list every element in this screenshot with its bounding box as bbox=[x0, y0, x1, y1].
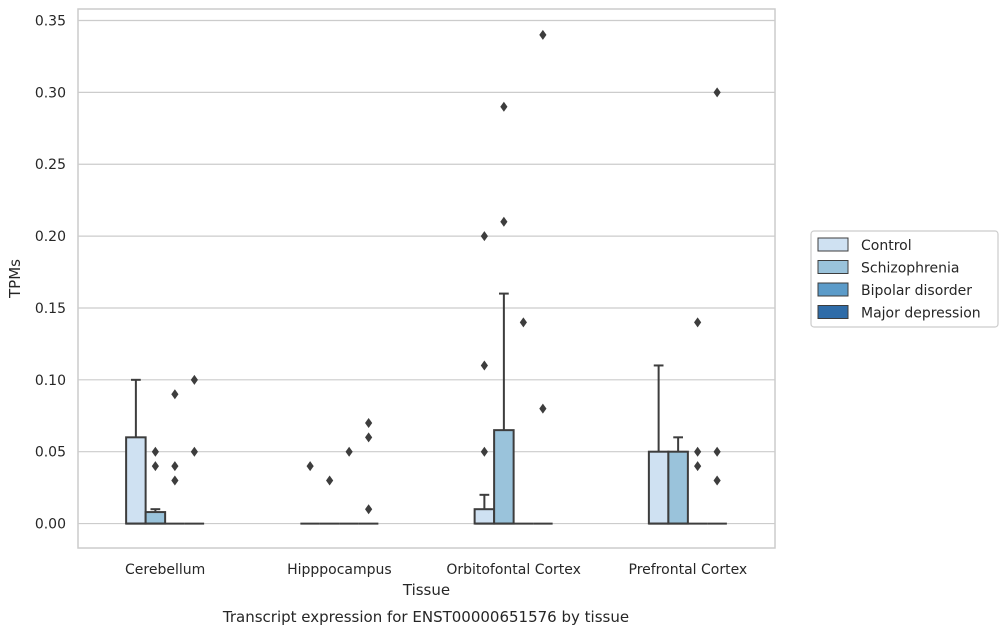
outlier-point bbox=[365, 504, 373, 515]
outlier-point bbox=[713, 446, 721, 457]
box-body bbox=[144, 511, 167, 525]
y-axis-ticks: 0.00 0.05 0.10 0.15 0.20 0.25 0.30 0.35 bbox=[35, 13, 66, 532]
outlier-point bbox=[500, 101, 508, 112]
y-axis-label: TPMs bbox=[6, 259, 24, 299]
y-tick-label: 0.30 bbox=[35, 85, 66, 101]
outlier-point bbox=[306, 461, 314, 472]
legend-label: Schizophrenia bbox=[861, 261, 959, 277]
chart-caption: Transcript expression for ENST0000065157… bbox=[222, 608, 629, 626]
outlier-point bbox=[500, 216, 508, 227]
outlier-point bbox=[713, 475, 721, 486]
x-tick-label: Prefrontal Cortex bbox=[629, 562, 748, 578]
y-tick-label: 0.25 bbox=[35, 157, 66, 173]
outlier-point bbox=[151, 446, 159, 457]
outlier-point bbox=[713, 87, 721, 98]
plot-frame bbox=[77, 8, 776, 549]
outlier-point bbox=[519, 317, 527, 328]
outlier-point bbox=[365, 417, 373, 428]
outlier-point bbox=[694, 317, 702, 328]
box-schizophrenia bbox=[667, 436, 689, 525]
y-tick-label: 0.15 bbox=[35, 301, 66, 317]
box-control bbox=[125, 378, 147, 525]
outlier-point bbox=[365, 432, 373, 443]
y-tick-label: 0.05 bbox=[35, 445, 66, 461]
outlier-point bbox=[171, 461, 179, 472]
legend-item: Schizophrenia bbox=[817, 260, 959, 277]
outlier-point bbox=[326, 475, 334, 486]
outlier-point bbox=[539, 403, 547, 414]
legend-item: Control bbox=[817, 237, 912, 254]
x-axis-ticks: Cerebellum Hipppocampus Orbitofontal Corte… bbox=[125, 562, 747, 578]
legend-swatch bbox=[817, 282, 849, 297]
outliers bbox=[151, 29, 721, 515]
outlier-point bbox=[171, 475, 179, 486]
x-tick-label: Cerebellum bbox=[125, 562, 205, 578]
box-schizophrenia bbox=[144, 508, 167, 525]
outlier-point bbox=[480, 231, 488, 242]
legend-label: Major depression bbox=[861, 306, 981, 322]
legend-label: Control bbox=[861, 238, 912, 254]
box-body bbox=[647, 450, 670, 525]
legend-swatch bbox=[817, 305, 849, 319]
outlier-point bbox=[694, 446, 702, 457]
box-body bbox=[125, 436, 147, 525]
outlier-point bbox=[480, 446, 488, 457]
box-body bbox=[473, 508, 496, 525]
outlier-point bbox=[480, 360, 488, 371]
box-control bbox=[473, 493, 496, 525]
outlier-point bbox=[151, 461, 159, 472]
legend-item: Bipolar disorder bbox=[817, 282, 972, 299]
box-control bbox=[647, 364, 670, 525]
outlier-point bbox=[694, 461, 702, 472]
outlier-point bbox=[190, 446, 198, 457]
y-tick-label: 0.10 bbox=[35, 373, 66, 389]
boxes bbox=[125, 292, 727, 525]
legend-item: Major depression bbox=[817, 305, 981, 322]
legend-label: Bipolar disorder bbox=[861, 283, 972, 299]
x-tick-label: Hipppocampus bbox=[287, 562, 392, 578]
y-tick-label: 0.00 bbox=[35, 517, 66, 533]
outlier-point bbox=[345, 446, 353, 457]
box-schizophrenia bbox=[493, 292, 515, 525]
legend-swatch bbox=[817, 260, 849, 274]
box-body bbox=[493, 429, 515, 525]
x-axis-label: Tissue bbox=[402, 581, 450, 599]
legend: Control Schizophrenia Bipolar disorder Majo… bbox=[810, 230, 999, 328]
legend-frame bbox=[810, 230, 999, 328]
x-tick-label: Orbitofontal Cortex bbox=[446, 562, 581, 578]
outlier-point bbox=[171, 389, 179, 400]
outlier-point bbox=[539, 29, 547, 40]
y-tick-label: 0.20 bbox=[35, 229, 66, 245]
box-body bbox=[667, 450, 689, 525]
legend-swatch bbox=[817, 237, 849, 252]
y-tick-label: 0.35 bbox=[35, 13, 66, 29]
grid-lines bbox=[78, 19, 775, 525]
outlier-point bbox=[190, 374, 198, 385]
